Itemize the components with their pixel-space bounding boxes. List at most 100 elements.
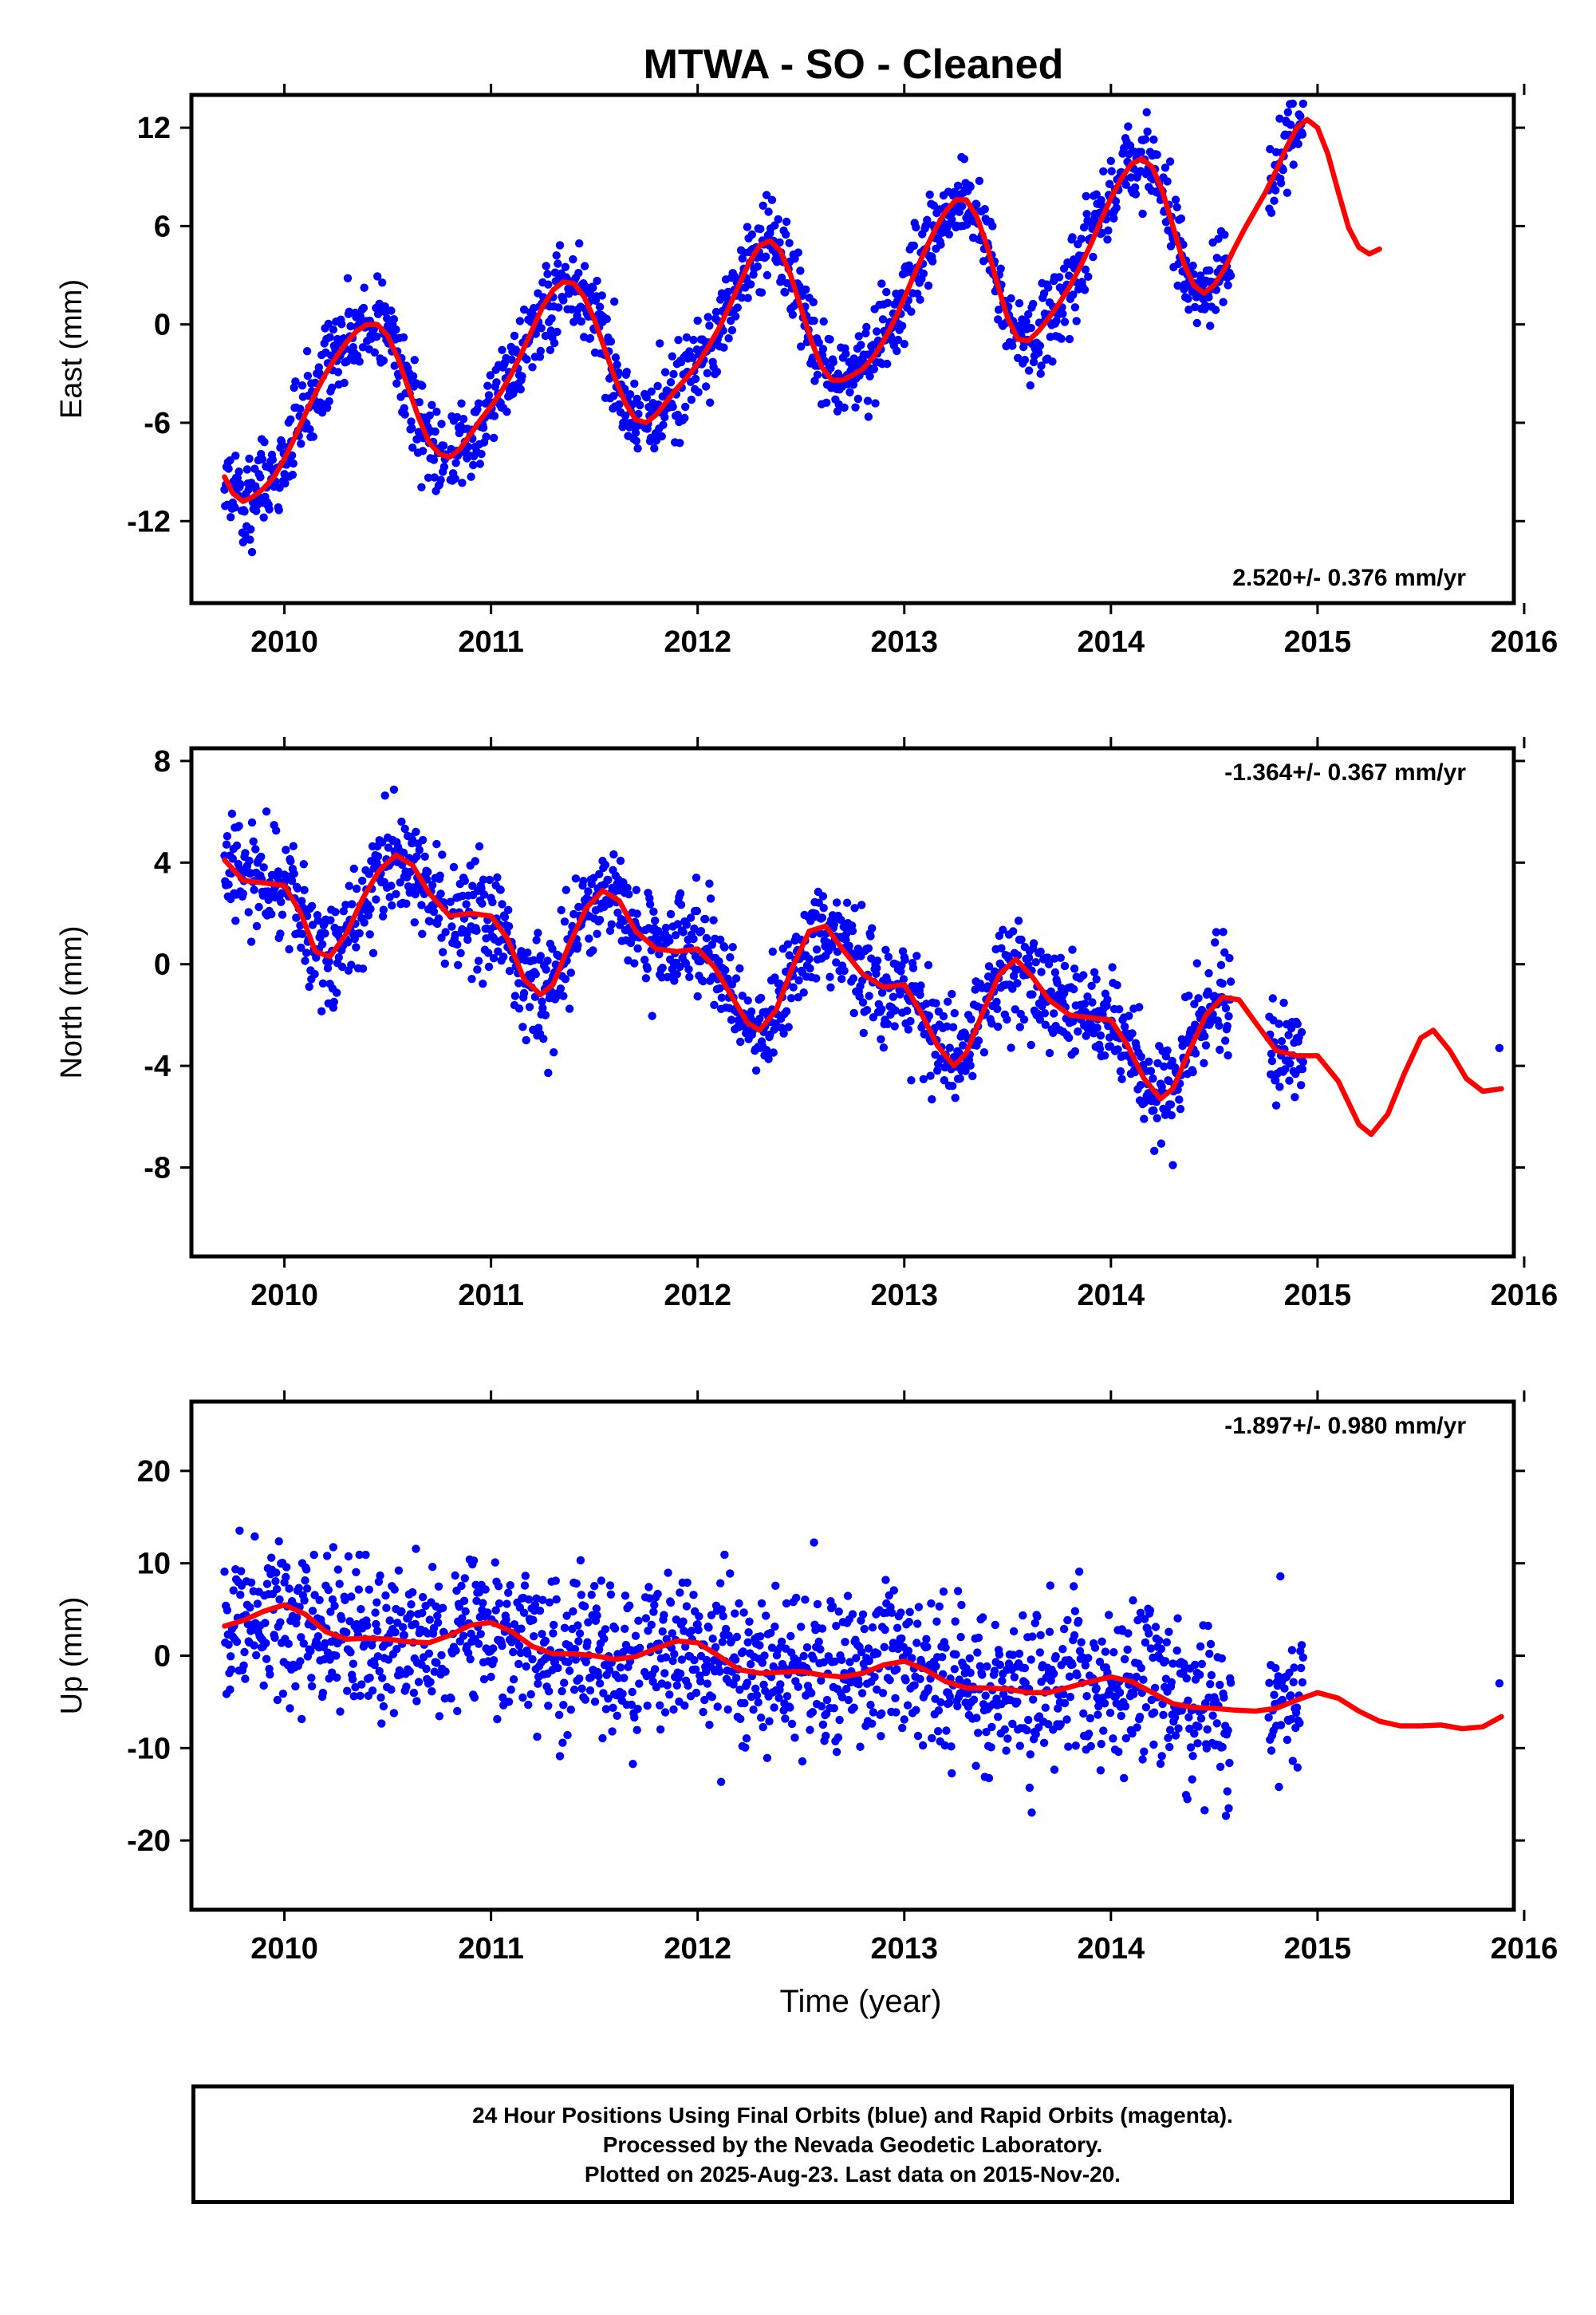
data-point [813, 370, 822, 379]
data-point [296, 404, 305, 413]
data-point [1155, 1636, 1164, 1645]
data-point [519, 988, 529, 998]
data-point [518, 1693, 527, 1702]
data-point [759, 1680, 768, 1690]
data-point [581, 1658, 590, 1666]
data-point [392, 379, 401, 388]
data-point [1194, 994, 1203, 1003]
data-point [1046, 1581, 1055, 1590]
data-point [244, 485, 253, 494]
data-point [459, 415, 468, 424]
data-point [322, 404, 332, 412]
data-point [315, 1595, 324, 1605]
data-point [818, 913, 827, 922]
data-point [999, 925, 1007, 934]
data-point [237, 1567, 246, 1576]
data-point [782, 230, 790, 239]
data-point [536, 952, 545, 960]
data-point [355, 357, 364, 366]
data-point [317, 1007, 326, 1016]
data-point [752, 1690, 762, 1700]
data-point [332, 1651, 341, 1660]
data-point [1268, 994, 1278, 1003]
data-point [262, 807, 271, 816]
data-point [672, 970, 681, 979]
data-point [924, 1012, 934, 1020]
data-point [1040, 1009, 1050, 1018]
data-point [961, 1067, 970, 1075]
data-point [1068, 945, 1077, 954]
data-point [912, 1706, 920, 1714]
data-point [349, 1659, 358, 1668]
data-point [286, 1704, 294, 1713]
data-point [768, 947, 777, 956]
data-point [953, 181, 963, 190]
data-point [355, 1550, 364, 1560]
data-point [365, 930, 374, 939]
data-point [306, 1647, 315, 1655]
data-point [1029, 299, 1038, 309]
data-point [691, 1665, 700, 1674]
data-point [661, 923, 671, 933]
data-point [1056, 1720, 1066, 1729]
data-point [365, 1674, 374, 1682]
data-point [1089, 252, 1097, 262]
data-point [327, 1637, 336, 1647]
data-point [601, 1705, 611, 1714]
data-point [735, 1599, 743, 1608]
data-point [392, 889, 400, 899]
data-point [1113, 1045, 1122, 1054]
data-point [936, 1698, 945, 1707]
data-point [575, 1629, 585, 1638]
data-point [562, 1611, 571, 1620]
data-point [805, 955, 814, 964]
data-point [451, 1571, 459, 1580]
data-point [303, 372, 313, 381]
x-tick-label: 2016 [1491, 1932, 1559, 1966]
data-point [490, 412, 499, 420]
data-point [428, 400, 436, 409]
data-point [447, 1694, 455, 1703]
data-point [288, 471, 298, 479]
data-point [1159, 1710, 1168, 1719]
data-point [533, 1732, 542, 1741]
data-point [1283, 1735, 1292, 1745]
data-point [1120, 1654, 1129, 1664]
data-point [723, 1705, 732, 1714]
data-point [594, 1671, 603, 1681]
data-point [472, 926, 481, 936]
data-point [1142, 108, 1151, 116]
data-point [231, 503, 239, 512]
data-point [1188, 261, 1197, 270]
data-point [1153, 150, 1161, 160]
data-point [1182, 1674, 1192, 1683]
data-point [274, 506, 283, 515]
data-point [356, 1691, 365, 1700]
data-point [1070, 964, 1079, 973]
data-point [522, 1035, 530, 1045]
data-point [489, 1644, 498, 1653]
data-point [673, 410, 682, 420]
data-point [240, 1647, 249, 1657]
data-point [1202, 1744, 1212, 1753]
data-point [727, 1667, 737, 1676]
data-point [453, 412, 462, 422]
data-point [451, 930, 459, 940]
data-point [1015, 299, 1024, 308]
data-point [841, 349, 850, 358]
data-point [922, 1635, 931, 1643]
data-point [684, 964, 693, 974]
data-point [1176, 1105, 1185, 1114]
data-point [1115, 1688, 1125, 1697]
data-point [1104, 226, 1113, 235]
data-point [1201, 1041, 1211, 1050]
data-point [1289, 1678, 1298, 1686]
data-point [313, 1632, 323, 1641]
data-point [735, 1686, 744, 1694]
data-point [1101, 1647, 1110, 1656]
data-point [707, 1693, 716, 1702]
data-point [1070, 1047, 1080, 1056]
data-point [246, 1578, 256, 1587]
data-point [601, 861, 610, 870]
data-point [676, 889, 685, 898]
